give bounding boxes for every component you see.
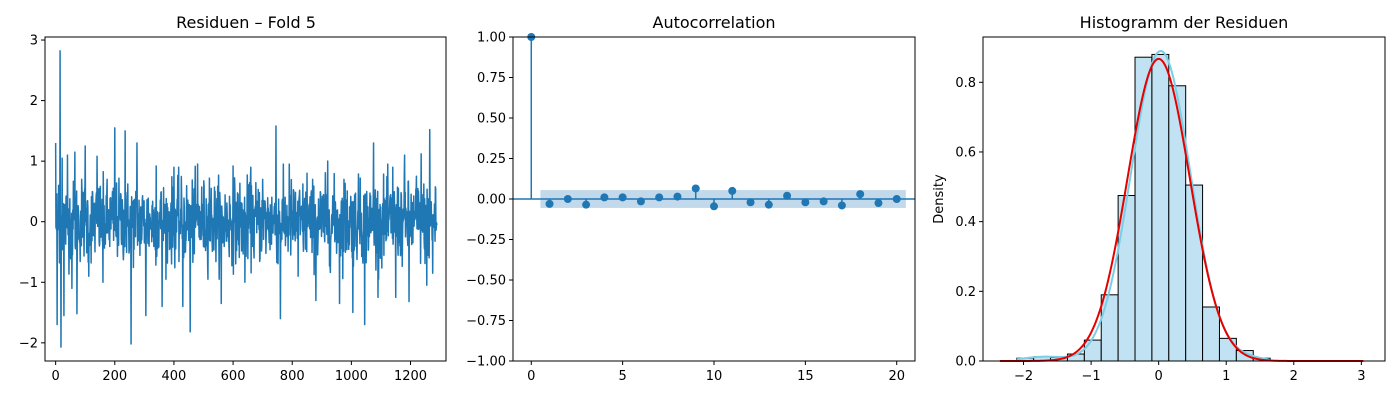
- residual-x-tick-label: 600: [221, 369, 246, 384]
- acf-point: [874, 199, 883, 208]
- histogram-x-tick-label: −2: [1014, 369, 1033, 384]
- acf-plot-title: Autocorrelation: [653, 13, 776, 32]
- acf-point: [710, 202, 718, 211]
- acf-point: [837, 201, 846, 210]
- histogram-y-tick-label: 0.4: [955, 215, 976, 230]
- histogram-axes: −2 −1 0 1 2 3 0.0 0.2 0.4 0.6 0.8: [955, 36, 1386, 384]
- acf-point: [673, 192, 682, 201]
- acf-point: [819, 197, 828, 206]
- acf-x-tick-label: 20: [888, 369, 905, 384]
- acf-y-tick-label: −1.00: [466, 355, 506, 370]
- residual-x-tick-label: 1000: [335, 369, 368, 384]
- acf-series: [513, 33, 915, 211]
- histogram-y-tick-label: 0.0: [955, 355, 976, 370]
- histogram-title: Histogramm der Residuen: [1080, 13, 1289, 32]
- residual-axes-frame: [44, 36, 447, 362]
- acf-y-tick-label: 1.00: [477, 31, 506, 46]
- acf-point: [892, 195, 901, 203]
- histogram-x-tick-label: 1: [1222, 369, 1230, 384]
- acf-y-tick-label: 0.50: [477, 112, 506, 127]
- histogram-bar: [1100, 294, 1119, 362]
- acf-y-tick-label: 0.75: [477, 71, 506, 86]
- residual-y-tick-label: −1: [19, 276, 38, 291]
- acf-point: [582, 200, 591, 209]
- acf-panel: Autocorrelation 0 5 10 15 20 −1.00 −0.75 −0.50 −…: [466, 13, 916, 384]
- histogram-x-tick-label: −1: [1082, 369, 1101, 384]
- histogram-series: [999, 50, 1364, 362]
- histogram-x-tick-label: 2: [1290, 369, 1298, 384]
- acf-point: [783, 191, 792, 200]
- acf-x-tick-label: 10: [706, 369, 723, 384]
- residual-axes: 0 200 400 600 800 1000 1200 −2 −1 0 1 2 3: [19, 34, 447, 384]
- acf-y-tick-label: 0.25: [477, 152, 506, 167]
- histogram-y-tick-label: 0.8: [955, 76, 976, 91]
- residual-x-tick-label: 1200: [394, 369, 427, 384]
- residual-line: [54, 50, 438, 348]
- acf-point: [563, 195, 572, 203]
- acf-x-tick-label: 15: [797, 369, 814, 384]
- histogram-bar: [1083, 339, 1102, 362]
- histogram-bar: [1185, 184, 1204, 362]
- residual-x-tick-label: 400: [162, 369, 187, 384]
- acf-x-tick-label: 0: [527, 369, 535, 384]
- acf-point: [655, 193, 664, 202]
- acf-y-tick-label: −0.75: [466, 314, 506, 329]
- histogram-y-tick-label: 0.2: [955, 285, 976, 300]
- acf-y-tick-label: −0.25: [466, 233, 506, 248]
- acf-x-tick-label: 5: [618, 369, 626, 384]
- histogram-x-tick-label: 3: [1357, 369, 1365, 384]
- residual-x-tick-label: 0: [52, 369, 60, 384]
- acf-point: [618, 193, 627, 202]
- residual-plot-title: Residuen – Fold 5: [176, 13, 316, 32]
- acf-point: [545, 199, 554, 208]
- acf-y-tick-label: −0.50: [466, 274, 506, 289]
- residual-y-tick-label: 1: [30, 155, 38, 170]
- histogram-y-axis-label: Density: [932, 174, 947, 224]
- acf-point: [746, 198, 755, 207]
- acf-point: [691, 184, 700, 193]
- acf-point: [728, 186, 737, 195]
- acf-y-tick-label: 0.00: [477, 193, 506, 208]
- acf-point: [636, 197, 645, 206]
- acf-point: [801, 198, 810, 207]
- acf-point: [600, 193, 609, 202]
- histogram-bar: [1202, 306, 1220, 362]
- residual-y-tick-label: 2: [30, 94, 38, 109]
- residual-series: [54, 50, 438, 348]
- residual-y-tick-label: 0: [30, 215, 38, 230]
- histogram-bar: [1218, 337, 1237, 362]
- histogram-x-tick-label: 0: [1155, 369, 1163, 384]
- residual-x-tick-label: 200: [102, 369, 127, 384]
- histogram-panel: Histogramm der Residuen Density −2 −1 0 1 2 3…: [932, 13, 1386, 384]
- acf-axes: 0 5 10 15 20 −1.00 −0.75 −0.50 −0.25 0.00 0.25 0.50…: [466, 31, 916, 384]
- histogram-axes-frame: [982, 36, 1386, 362]
- residual-x-tick-label: 800: [280, 369, 305, 384]
- residual-y-tick-label: −2: [19, 336, 38, 351]
- histogram-y-tick-label: 0.6: [955, 145, 976, 160]
- residual-line-panel: Residuen – Fold 5 0 200 400 600 800 1000 1200 −…: [19, 13, 447, 384]
- acf-point: [764, 200, 773, 209]
- histogram-bar: [1151, 53, 1170, 362]
- residual-y-tick-label: 3: [30, 34, 38, 49]
- acf-point: [856, 190, 865, 199]
